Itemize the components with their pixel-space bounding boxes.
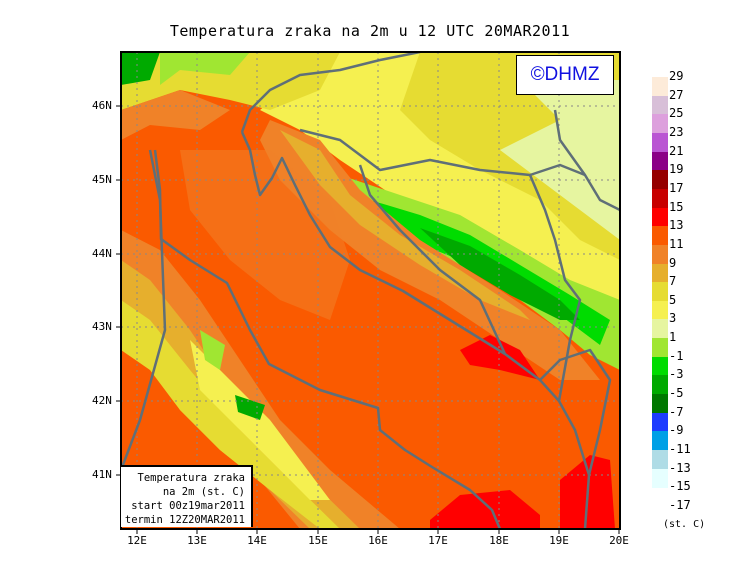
map-frame	[120, 51, 621, 530]
region-coast-9-11	[260, 120, 600, 380]
legend-color-box	[652, 263, 668, 283]
legend-color-box	[652, 207, 668, 227]
legend-label: 5	[669, 292, 677, 307]
region-red-2	[430, 490, 540, 529]
legend-color-box	[652, 170, 668, 190]
legend-label: 9	[669, 255, 677, 270]
legend-color-box	[652, 412, 668, 432]
lat-label: 45N	[92, 173, 112, 186]
axis-ticks	[116, 105, 620, 534]
legend-label: 17	[669, 180, 684, 195]
lon-label: 14E	[247, 534, 267, 547]
info-line: start 00z19mar2011	[131, 500, 245, 512]
legend-color-box	[652, 356, 668, 376]
legend-label: -11	[669, 442, 691, 456]
dhmz-logo: ©DHMZ	[516, 55, 614, 95]
legend-color-box	[652, 450, 668, 470]
region-nw-green	[121, 52, 160, 85]
region-italy-5-7	[121, 300, 340, 529]
legend-label: -13	[669, 460, 691, 475]
legend-color-box	[652, 375, 668, 395]
region-m5-m3	[420, 228, 580, 320]
legend-label: 13	[669, 218, 684, 233]
lon-label: 12E	[127, 534, 147, 547]
legend-label: -3	[669, 367, 684, 382]
legend-label: 27	[669, 87, 684, 102]
legend-label: -1	[669, 348, 684, 363]
legend-color-box	[652, 95, 668, 115]
lat-label: 46N	[92, 99, 112, 112]
legend-label: 11	[669, 236, 684, 251]
legend-label: -15	[669, 479, 691, 494]
region-italy-9-11	[121, 230, 400, 529]
legend-color-box	[652, 431, 668, 451]
legend-color-box	[652, 300, 668, 320]
lon-label: 19E	[549, 534, 569, 547]
lon-label: 15E	[308, 534, 328, 547]
legend-color-box	[652, 394, 668, 414]
lon-label: 16E	[368, 534, 388, 547]
region-red-1	[460, 335, 540, 380]
lon-label: 20E	[609, 534, 629, 547]
lat-label: 43N	[92, 320, 112, 333]
legend-label: -17	[669, 497, 691, 512]
legend-label: 21	[669, 143, 684, 158]
legend-color-box	[652, 132, 668, 153]
legend-unit: (st. C)	[663, 519, 706, 530]
graticule	[121, 52, 620, 529]
legend-color-box	[652, 319, 668, 339]
legend-label: 1	[669, 330, 677, 345]
legend-label: 29	[669, 69, 684, 83]
legend-color-box	[652, 282, 668, 302]
legend-color-box	[652, 114, 668, 134]
legend-color-box	[652, 151, 668, 171]
legend-label: 3	[669, 311, 677, 326]
lon-label: 13E	[187, 534, 207, 547]
region-nw-lightgreen	[160, 52, 250, 85]
info-line: na 2m (st. C)	[162, 486, 245, 498]
legend-label: 19	[669, 162, 684, 177]
legend-label: 23	[669, 124, 684, 139]
legend-label: 25	[669, 106, 684, 121]
region-adriatic-9-11	[180, 150, 350, 320]
legend-label: -9	[669, 423, 684, 438]
info-box: Temperatura zraka na 2m (st. C) start 00…	[121, 465, 253, 527]
legend-color-box	[652, 244, 668, 264]
lon-label: 17E	[428, 534, 448, 547]
region-italy-green	[200, 330, 225, 370]
region-italy-7-9	[121, 260, 360, 529]
lat-label: 42N	[92, 394, 112, 407]
region-coast-7-9	[280, 130, 530, 320]
legend-color-box	[652, 226, 668, 246]
legend-color-box	[652, 468, 668, 488]
region-nw-9-11	[121, 90, 230, 140]
legend-label: 7	[669, 274, 677, 289]
info-line: Temperatura zraka	[137, 472, 245, 484]
lat-label: 41N	[92, 468, 112, 481]
legend-label: 15	[669, 199, 684, 214]
region-1-3	[500, 80, 620, 240]
legend-color-box	[652, 188, 668, 209]
lat-label: 44N	[92, 247, 112, 260]
info-line: termin 12Z20MAR2011	[124, 514, 245, 526]
map-title: Temperatura zraka na 2m u 12 UTC 20MAR20…	[169, 22, 571, 40]
legend-label: -5	[669, 386, 684, 401]
coastlines	[121, 52, 620, 529]
legend-color-box	[652, 338, 668, 358]
legend-color-box	[652, 77, 668, 97]
lon-label: 18E	[489, 534, 509, 547]
legend-label: -7	[669, 404, 684, 419]
